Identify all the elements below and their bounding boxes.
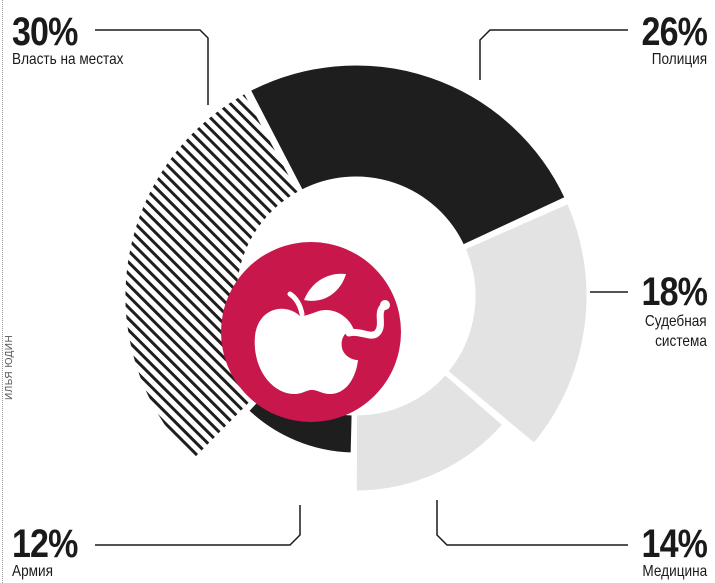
leader-lines <box>95 29 628 546</box>
label-local-pct: 30% <box>12 10 78 54</box>
label-police-name: Полиция <box>651 51 707 68</box>
leader-line-police <box>479 29 628 80</box>
label-local-name: Власть на местах <box>12 51 124 68</box>
left-border-decoration <box>2 0 3 583</box>
slices-group <box>122 62 590 494</box>
leader-line-medicine <box>436 500 628 546</box>
leader-line-army <box>95 505 301 546</box>
label-medicine-name: Медицина <box>642 563 707 580</box>
center-badge <box>221 242 401 422</box>
apple-with-worm-icon <box>254 273 390 394</box>
slice-courts <box>444 200 590 447</box>
photo-credit: ИЛЬЯ ЮДИН <box>4 334 15 400</box>
label-courts-pct: 18% <box>641 270 707 314</box>
label-courts-name-line2: система <box>655 333 707 350</box>
slice-police <box>247 62 569 249</box>
leader-line-local <box>95 29 209 105</box>
label-army-pct: 12% <box>12 522 78 566</box>
label-army-name: Армия <box>12 563 53 580</box>
label-courts-name-line1: Судебная <box>645 313 707 330</box>
label-police-pct: 26% <box>641 10 707 54</box>
slice-medicine <box>353 371 507 494</box>
label-medicine-pct: 14% <box>641 522 707 566</box>
